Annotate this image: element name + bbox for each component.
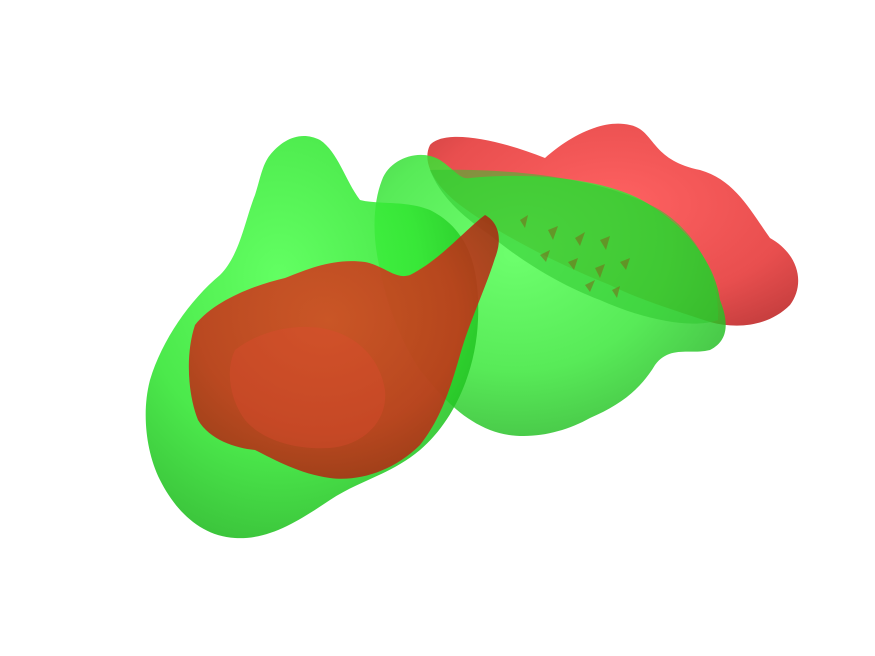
surface-speckles xyxy=(520,215,630,298)
left-red-lobe xyxy=(188,215,499,479)
left-red-inner xyxy=(229,326,386,449)
right-green-inner xyxy=(430,169,719,324)
